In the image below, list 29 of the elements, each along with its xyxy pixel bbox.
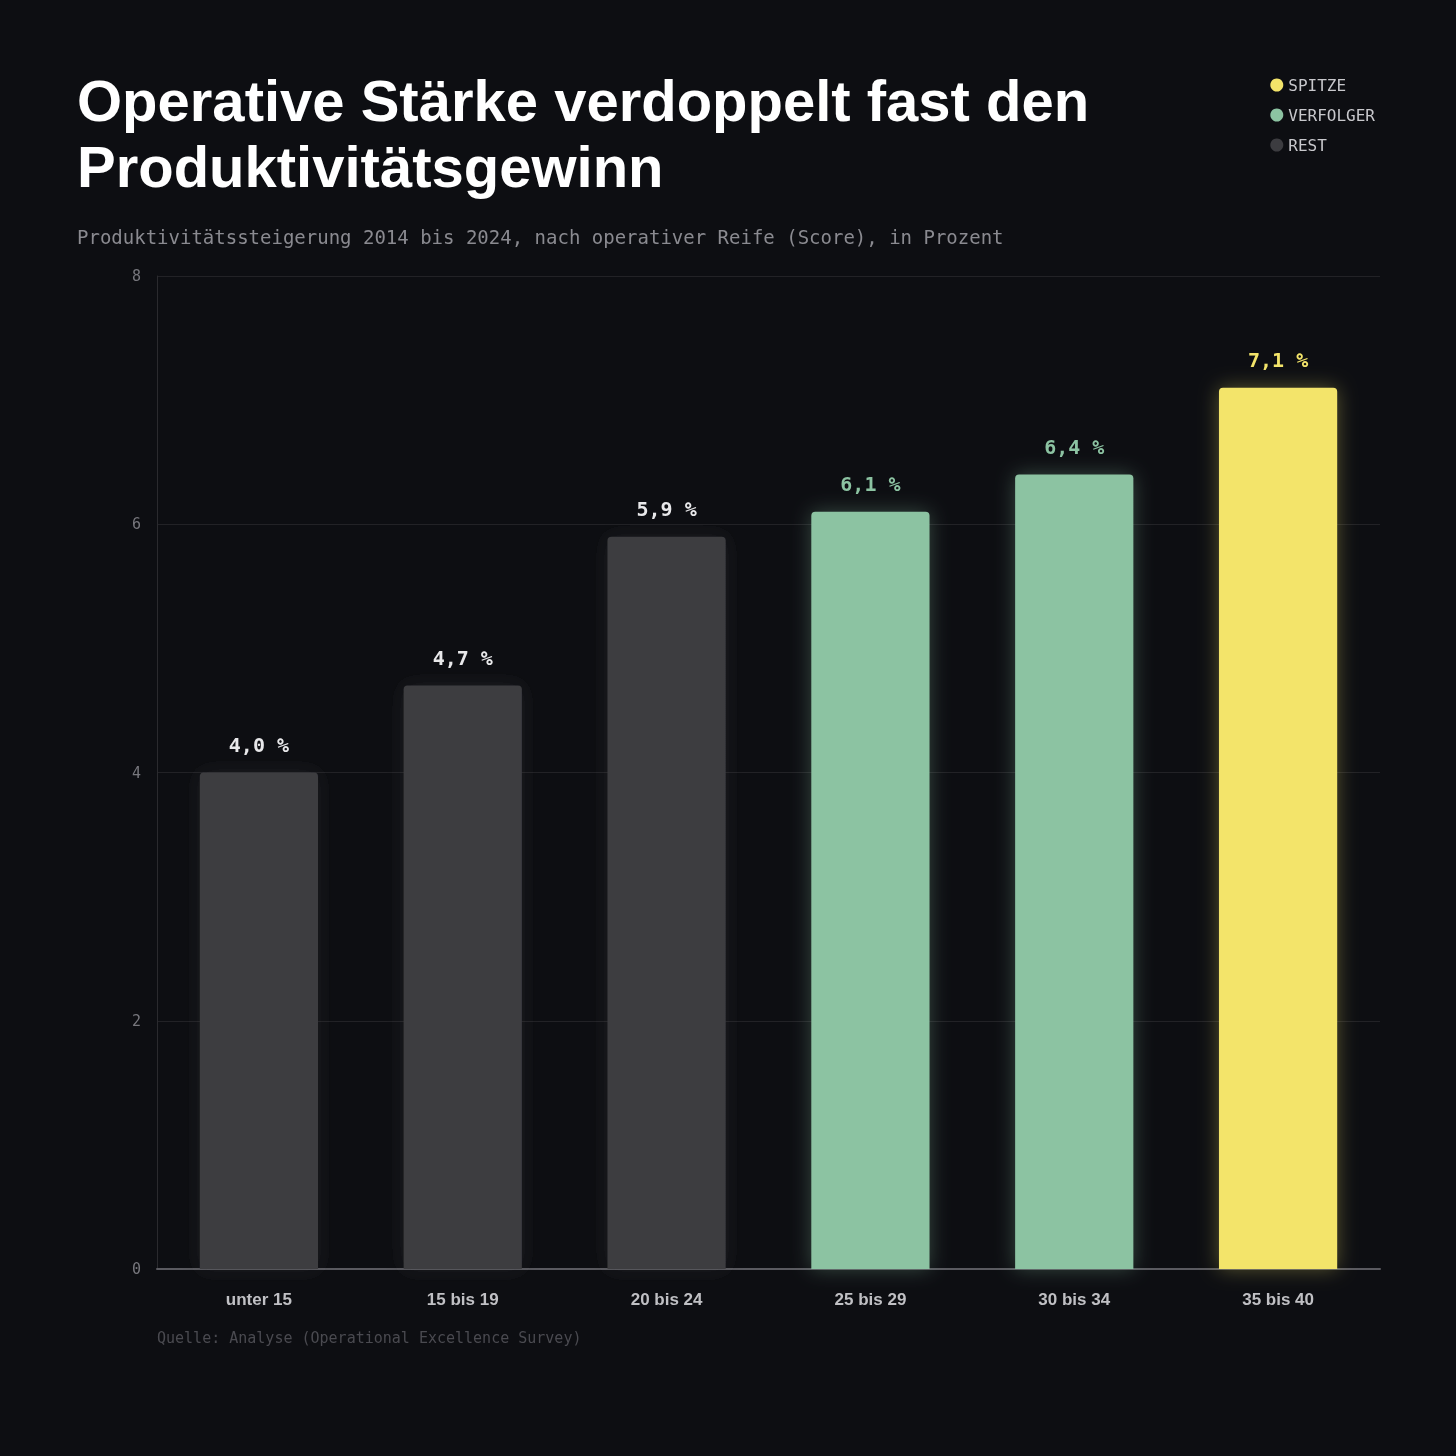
x-tick-label: unter 15	[225, 1290, 292, 1309]
legend-label: SPITZE	[1288, 75, 1347, 95]
source-note: Quelle: Analyse (Operational Excellence Survey)	[157, 1328, 582, 1347]
y-tick-label: 0	[131, 1260, 141, 1278]
chart-subtitle: Produktivitätssteigerung 2014 bis 2024, nach operativer Reife (Score), in Prozent	[77, 225, 1004, 248]
x-tick-label: 30 bis 34	[1038, 1290, 1111, 1309]
x-tick-label: 35 bis 40	[1242, 1290, 1314, 1309]
bar	[811, 511, 930, 1269]
text: 6,4 %	[1044, 434, 1105, 459]
chart-title: Operative Stärke verdoppelt fast den Produktivitätsgewinn	[77, 67, 1106, 199]
bar	[607, 536, 726, 1269]
bar	[199, 772, 319, 1269]
legend-label: REST	[1288, 135, 1328, 155]
legend-label: VERFOLGER	[1288, 105, 1376, 125]
x-tick-label: 25 bis 29	[834, 1290, 907, 1309]
text: 4,7 %	[432, 645, 493, 670]
x-tick-label: 20 bis 24	[630, 1290, 704, 1309]
bar	[1218, 387, 1338, 1269]
bar	[403, 685, 522, 1269]
y-tick-label: 4	[131, 763, 141, 782]
y-tick-label: 2	[131, 1011, 141, 1030]
text: 7,1 %	[1247, 347, 1309, 372]
text: 4,0 %	[228, 732, 290, 757]
text: 5,9 %	[636, 496, 697, 521]
bar	[1015, 474, 1134, 1269]
text: 6,1 %	[840, 471, 901, 496]
y-tick-label: 8	[131, 267, 141, 285]
y-tick-label: 6	[131, 515, 141, 534]
x-tick-label: 15 bis 19	[426, 1290, 499, 1309]
